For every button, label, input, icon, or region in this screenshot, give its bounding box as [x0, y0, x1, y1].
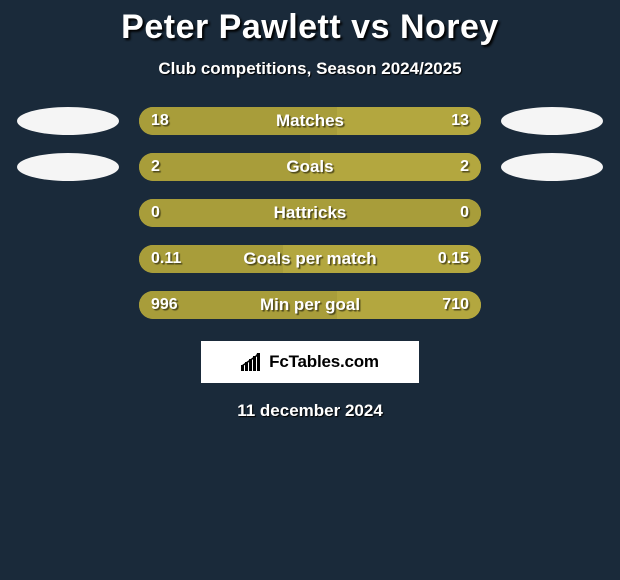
- stat-row: 0.110.15Goals per match: [0, 245, 620, 273]
- branding-badge[interactable]: FcTables.com: [201, 341, 419, 383]
- stat-bar: 0.110.15Goals per match: [139, 245, 481, 273]
- stat-label: Goals: [139, 153, 481, 181]
- player1-ellipse: [17, 153, 119, 181]
- player2-name: Norey: [400, 8, 499, 46]
- stat-row: 996710Min per goal: [0, 291, 620, 319]
- branding-text: FcTables.com: [269, 352, 379, 372]
- stat-bar: 22Goals: [139, 153, 481, 181]
- stat-row: 1813Matches: [0, 107, 620, 135]
- title-vs: vs: [351, 8, 390, 46]
- stat-label: Goals per match: [139, 245, 481, 273]
- player2-ellipse: [501, 153, 603, 181]
- stat-bar: 996710Min per goal: [139, 291, 481, 319]
- stat-label: Min per goal: [139, 291, 481, 319]
- stat-bar: 1813Matches: [139, 107, 481, 135]
- page-title: Peter Pawlett vs Norey: [0, 8, 620, 47]
- stat-label: Matches: [139, 107, 481, 135]
- player1-name: Peter Pawlett: [121, 8, 341, 46]
- player2-ellipse: [501, 107, 603, 135]
- stat-row: 22Goals: [0, 153, 620, 181]
- stat-row: 00Hattricks: [0, 199, 620, 227]
- comparison-infographic: Peter Pawlett vs Norey Club competitions…: [0, 0, 620, 421]
- subtitle: Club competitions, Season 2024/2025: [0, 59, 620, 79]
- stat-rows: 1813Matches 22Goals 00Hattricks 0.110.15Goa…: [0, 107, 620, 319]
- date-label: 11 december 2024: [0, 401, 620, 421]
- bars-icon: [241, 353, 263, 371]
- stat-label: Hattricks: [139, 199, 481, 227]
- stat-bar: 00Hattricks: [139, 199, 481, 227]
- player1-ellipse: [17, 107, 119, 135]
